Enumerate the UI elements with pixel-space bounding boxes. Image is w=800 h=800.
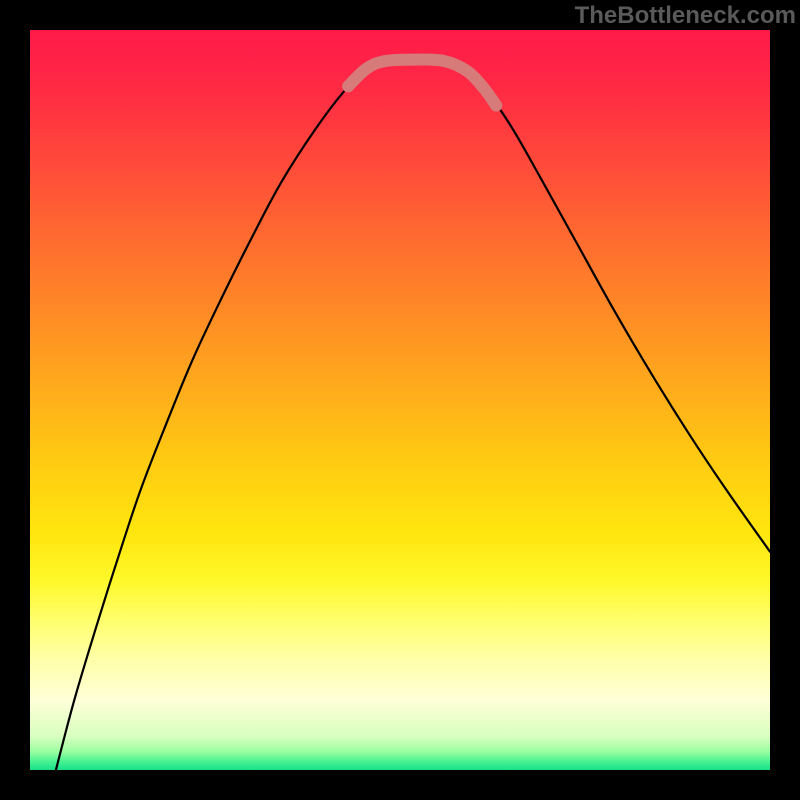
bottleneck-chart	[0, 0, 800, 800]
gradient-background	[30, 30, 770, 770]
chart-frame: TheBottleneck.com	[0, 0, 800, 800]
watermark-label: TheBottleneck.com	[575, 2, 796, 30]
